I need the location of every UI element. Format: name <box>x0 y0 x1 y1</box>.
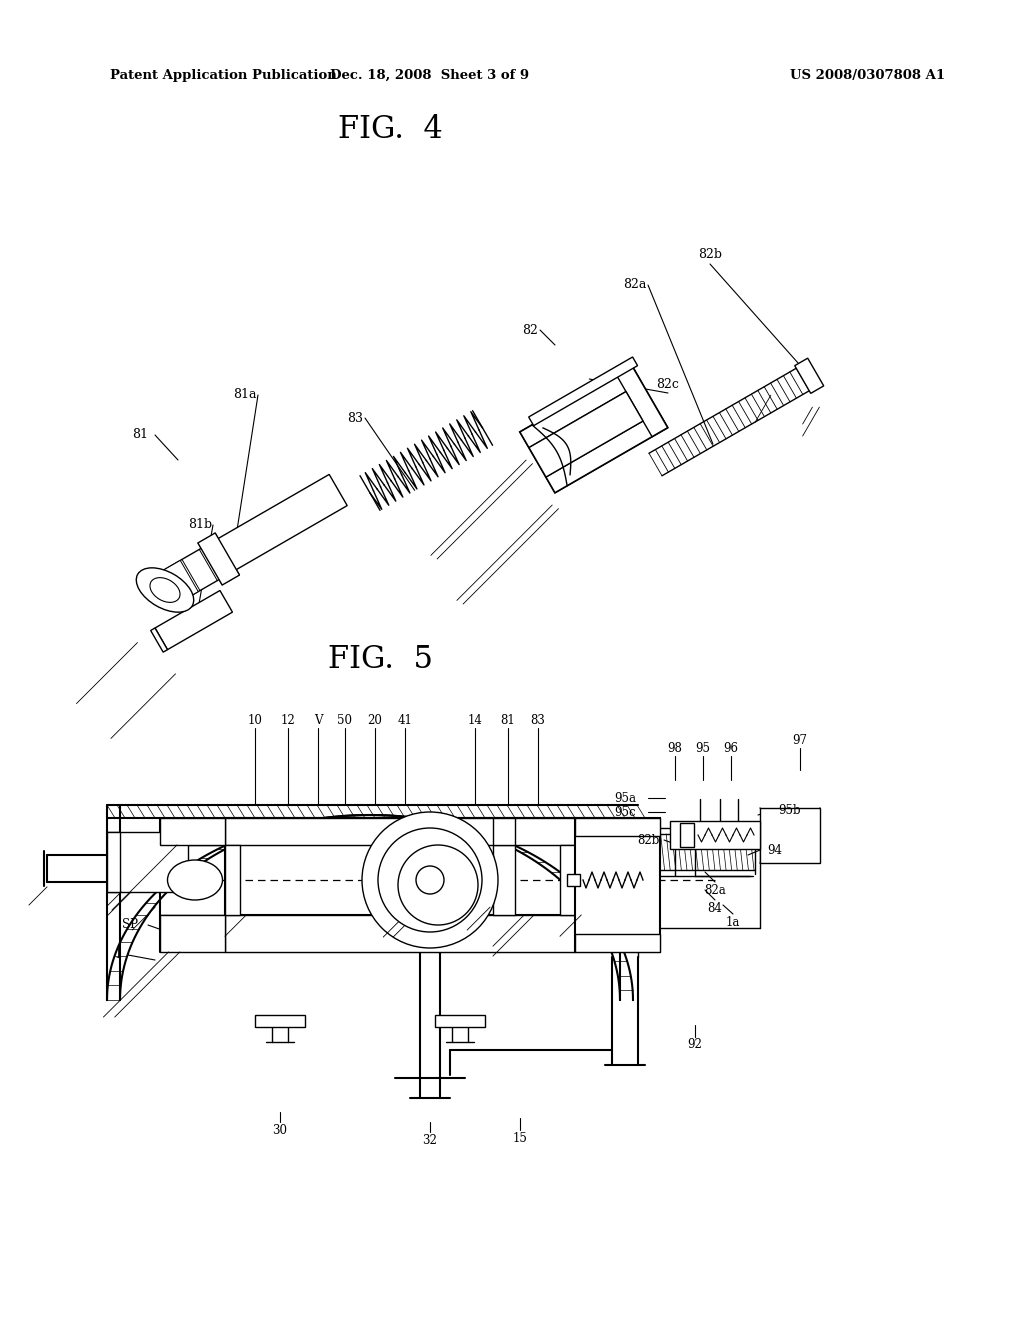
Polygon shape <box>255 1015 305 1027</box>
Polygon shape <box>106 832 120 892</box>
Text: Patent Application Publication: Patent Application Publication <box>110 69 337 82</box>
Text: V: V <box>313 714 323 726</box>
Polygon shape <box>225 845 240 915</box>
Polygon shape <box>493 845 515 915</box>
Text: 95: 95 <box>695 742 711 755</box>
Text: FIG.  5: FIG. 5 <box>328 644 432 676</box>
Text: 95c: 95c <box>614 805 636 818</box>
Text: 83: 83 <box>530 714 546 726</box>
Text: 81: 81 <box>132 429 148 441</box>
Polygon shape <box>528 356 638 425</box>
Circle shape <box>416 866 444 894</box>
Text: Dec. 18, 2008  Sheet 3 of 9: Dec. 18, 2008 Sheet 3 of 9 <box>331 69 529 82</box>
Circle shape <box>378 828 482 932</box>
Polygon shape <box>567 874 580 886</box>
Text: 10: 10 <box>248 714 262 726</box>
Text: 81a: 81a <box>233 388 257 401</box>
Text: 98: 98 <box>668 742 682 755</box>
Text: 50: 50 <box>338 714 352 726</box>
Circle shape <box>398 845 478 925</box>
Polygon shape <box>156 474 347 606</box>
Polygon shape <box>198 533 240 585</box>
Text: 14: 14 <box>468 714 482 726</box>
Polygon shape <box>151 628 168 652</box>
Polygon shape <box>575 818 660 836</box>
Text: 12: 12 <box>281 714 295 726</box>
Text: 15: 15 <box>513 1131 527 1144</box>
Text: 30: 30 <box>272 1123 288 1137</box>
Polygon shape <box>160 915 225 952</box>
Polygon shape <box>225 915 575 952</box>
Text: 97: 97 <box>793 734 808 747</box>
Polygon shape <box>670 821 760 849</box>
Text: 84: 84 <box>708 902 723 915</box>
Polygon shape <box>575 818 660 952</box>
Bar <box>760 808 820 863</box>
Text: 1: 1 <box>115 949 122 961</box>
Ellipse shape <box>168 861 222 900</box>
Text: 20: 20 <box>368 714 382 726</box>
Text: 83: 83 <box>347 412 362 425</box>
Polygon shape <box>546 412 668 492</box>
Polygon shape <box>520 367 642 447</box>
Text: 82a: 82a <box>705 883 726 896</box>
Polygon shape <box>435 1015 485 1027</box>
Text: 41: 41 <box>397 714 413 726</box>
Polygon shape <box>160 818 225 845</box>
Polygon shape <box>156 561 199 606</box>
Polygon shape <box>155 590 232 649</box>
Polygon shape <box>795 358 823 393</box>
Text: 92: 92 <box>687 1039 702 1052</box>
Text: 82: 82 <box>522 323 538 337</box>
Polygon shape <box>225 818 575 845</box>
Text: 32: 32 <box>423 1134 437 1147</box>
Polygon shape <box>493 818 515 845</box>
Text: 81b: 81b <box>188 519 212 532</box>
Text: SP: SP <box>122 919 138 932</box>
Text: 95a: 95a <box>614 792 636 804</box>
Ellipse shape <box>136 568 194 612</box>
Text: 81: 81 <box>501 714 515 726</box>
Polygon shape <box>106 832 188 892</box>
Text: 1a: 1a <box>726 916 740 928</box>
Text: 82b: 82b <box>637 833 659 846</box>
Text: FIG.  4: FIG. 4 <box>338 115 442 145</box>
Text: 82c: 82c <box>656 379 680 392</box>
Text: US 2008/0307808 A1: US 2008/0307808 A1 <box>790 69 945 82</box>
Text: 82a: 82a <box>624 279 647 292</box>
Text: 96: 96 <box>724 742 738 755</box>
Text: 82b: 82b <box>698 248 722 261</box>
Text: 95b: 95b <box>778 804 802 817</box>
Polygon shape <box>680 822 694 847</box>
Circle shape <box>362 812 498 948</box>
Polygon shape <box>617 367 668 437</box>
Polygon shape <box>520 367 668 492</box>
Polygon shape <box>560 845 575 915</box>
Ellipse shape <box>150 578 180 602</box>
Polygon shape <box>529 392 643 477</box>
Polygon shape <box>575 935 660 952</box>
Text: 94: 94 <box>768 843 782 857</box>
